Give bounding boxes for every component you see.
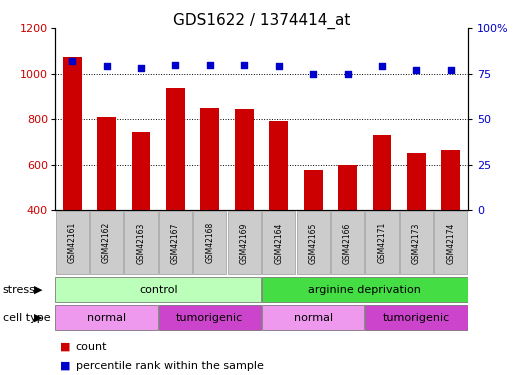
Bar (63, 57, 82, 301)
Bar (365, 305, 468, 330)
Text: GSM42164: GSM42164 (274, 222, 283, 264)
Bar (97, 117, 116, 301)
Bar (297, 211, 329, 274)
Text: control: control (139, 285, 177, 295)
Text: GSM42174: GSM42174 (446, 222, 456, 264)
Point (137, 65, 145, 71)
Point (309, 70, 317, 76)
Bar (200, 108, 219, 301)
Bar (366, 211, 399, 274)
Text: GSM42167: GSM42167 (171, 222, 180, 264)
Text: arginine deprivation: arginine deprivation (309, 285, 421, 295)
Text: GSM42166: GSM42166 (343, 222, 352, 264)
Bar (400, 211, 433, 274)
Point (412, 67, 420, 73)
Bar (228, 211, 261, 274)
Bar (235, 109, 254, 301)
Bar (159, 211, 192, 274)
Text: GSM42168: GSM42168 (206, 222, 214, 263)
Point (275, 63, 283, 69)
Text: tumorigenic: tumorigenic (383, 313, 450, 323)
Text: ▶: ▶ (34, 313, 42, 323)
Text: GSM42161: GSM42161 (67, 222, 77, 263)
Bar (407, 153, 426, 301)
Text: ■: ■ (60, 360, 71, 370)
Bar (372, 135, 392, 301)
Text: GSM42162: GSM42162 (102, 222, 111, 263)
Text: GDS1622 / 1374414_at: GDS1622 / 1374414_at (173, 13, 350, 29)
Text: tumorigenic: tumorigenic (176, 313, 244, 323)
Point (240, 62, 248, 68)
Text: GSM42165: GSM42165 (309, 222, 317, 264)
Point (68, 58, 76, 64)
Text: normal: normal (87, 313, 126, 323)
Bar (441, 150, 460, 301)
Bar (338, 165, 357, 301)
Bar (158, 305, 261, 330)
Bar (166, 88, 185, 301)
Text: percentile rank within the sample: percentile rank within the sample (76, 360, 264, 370)
Bar (55, 211, 89, 274)
Text: stress: stress (3, 285, 36, 295)
Text: normal: normal (293, 313, 333, 323)
Bar (331, 211, 364, 274)
Point (206, 62, 214, 68)
Text: GSM42173: GSM42173 (412, 222, 421, 264)
Bar (269, 122, 288, 301)
Point (344, 70, 352, 76)
Point (378, 63, 386, 69)
Bar (55, 277, 261, 302)
Text: cell type: cell type (3, 313, 50, 323)
Point (171, 62, 179, 68)
Bar (194, 211, 226, 274)
Text: ■: ■ (60, 342, 71, 352)
Point (447, 67, 455, 73)
Bar (55, 305, 158, 330)
Bar (262, 211, 295, 274)
Bar (262, 277, 468, 302)
Bar (131, 132, 151, 301)
Text: GSM42163: GSM42163 (137, 222, 145, 264)
Text: ▶: ▶ (34, 285, 42, 295)
Bar (124, 211, 157, 274)
Point (103, 63, 111, 69)
Bar (90, 211, 123, 274)
Text: GSM42169: GSM42169 (240, 222, 249, 264)
Text: count: count (76, 342, 107, 352)
Bar (304, 170, 323, 301)
Text: GSM42171: GSM42171 (378, 222, 386, 263)
Bar (262, 305, 365, 330)
Bar (434, 211, 468, 274)
